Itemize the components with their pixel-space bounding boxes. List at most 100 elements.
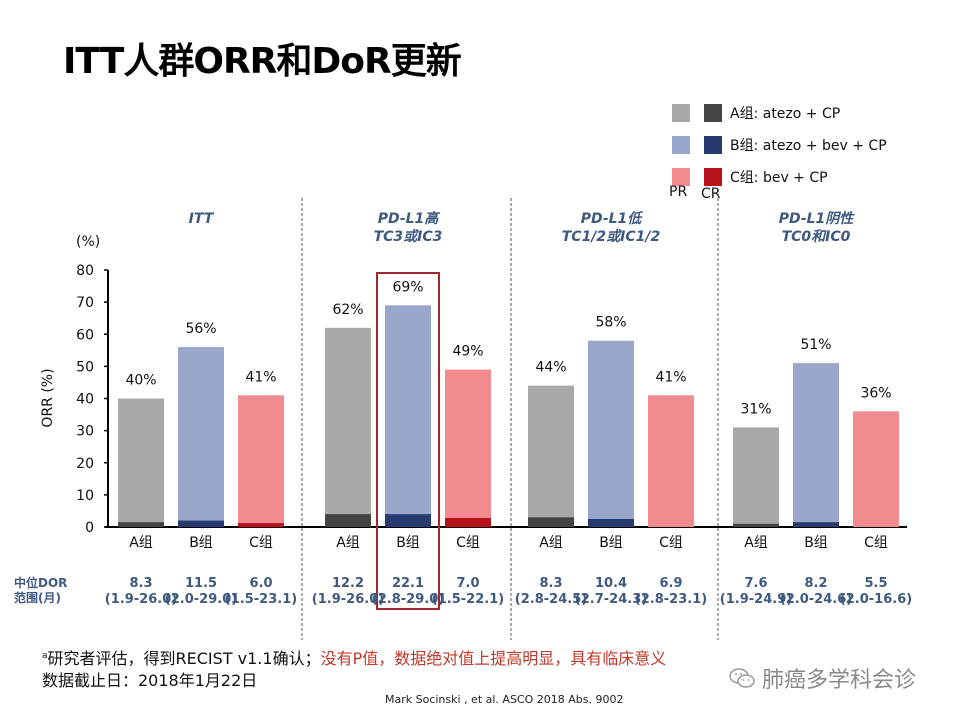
bar-cr <box>793 522 839 527</box>
dor-median: 7.6 <box>744 576 768 591</box>
group-title: PD-L1阴性 <box>779 210 856 227</box>
bar-cr <box>325 514 371 527</box>
dor-median: 8.3 <box>129 576 153 591</box>
y-tick-label: 20 <box>76 456 94 472</box>
bar-value-label: 36% <box>860 385 891 401</box>
dor-median: 10.4 <box>594 576 628 591</box>
dor-range: (2.7-24.3) <box>574 592 648 607</box>
legend-cr-label: CR <box>701 186 721 202</box>
dor-median: 6.0 <box>249 576 273 591</box>
dor-range: (2.8-29.0) <box>371 592 445 607</box>
dor-value: 11.5 (2.0-29.0) <box>156 576 246 608</box>
dor-median: 6.9 <box>659 576 683 591</box>
dor-range: (1.5-23.1) <box>224 592 298 607</box>
bar-value-label: 56% <box>185 321 216 337</box>
legend-swatch-cr-b <box>704 136 722 154</box>
dor-value: 8.2 (2.0-24.6) <box>771 576 861 608</box>
dor-range: (1.9-24.9) <box>719 592 793 607</box>
category-label: C组 <box>659 535 683 551</box>
category-label: C组 <box>864 535 888 551</box>
y-tick-label: 40 <box>76 392 94 408</box>
bar-pr <box>588 340 634 527</box>
bar-pr <box>445 369 491 527</box>
category-label: C组 <box>249 535 273 551</box>
footnote-marker: a <box>42 651 48 661</box>
bar-pr <box>528 385 574 527</box>
y-tick-label: 60 <box>76 327 94 343</box>
dor-median: 22.1 <box>391 576 425 591</box>
category-label: A组 <box>744 535 768 551</box>
category-label: A组 <box>539 535 563 551</box>
bar-cr <box>733 523 779 527</box>
y-unit-label: (%) <box>76 234 100 250</box>
bar-value-label: 69% <box>392 279 423 295</box>
wechat-icon <box>729 668 755 688</box>
bar-pr <box>648 395 694 527</box>
group-title: TC3或IC3 <box>374 228 443 245</box>
dor-header-line1: 中位DOR <box>14 576 68 590</box>
category-label: B组 <box>396 535 420 551</box>
bar-value-label: 49% <box>452 344 483 360</box>
legend-swatch-cr-a <box>704 104 722 122</box>
category-label: A组 <box>336 535 360 551</box>
footnote-text: 研究者评估，得到RECIST v1.1确认； <box>47 649 321 668</box>
watermark-text: 肺癌多学科会诊 <box>762 668 917 693</box>
dor-median: 8.3 <box>539 576 563 591</box>
dor-range: (1.5-22.1) <box>431 592 505 607</box>
category-label: A组 <box>129 535 153 551</box>
bar-pr <box>178 347 224 527</box>
dor-header-line2: 范围(月) <box>14 591 61 605</box>
dor-value: 5.5 (2.0-16.6) <box>831 576 921 608</box>
dor-value: 6.9 (2.8-23.1) <box>626 576 716 608</box>
dor-value: 22.1 (2.8-29.0) <box>363 576 453 608</box>
bar-pr <box>385 305 431 527</box>
legend-swatch-cr-c <box>704 168 722 186</box>
group-title: TC1/2或IC1/2 <box>562 228 661 245</box>
legend-label: C组: bev + CP <box>730 170 828 186</box>
bar-value-label: 40% <box>125 373 156 389</box>
bar-cr <box>178 520 224 527</box>
dor-value: 7.6 (1.9-24.9) <box>711 576 801 608</box>
bar-cr <box>588 518 634 527</box>
bar-value-label: 58% <box>595 315 626 331</box>
legend-swatch-pr-a <box>672 104 690 122</box>
y-axis-title: ORR (%) <box>40 368 56 427</box>
y-tick-label: 10 <box>76 488 94 504</box>
dor-range: (1.9-26.0) <box>311 592 385 607</box>
bar-pr <box>853 411 899 527</box>
bar-pr <box>793 363 839 527</box>
legend-label: B组: atezo + bev + CP <box>730 138 887 154</box>
category-label: B组 <box>599 535 623 551</box>
y-tick-label: 0 <box>85 520 94 536</box>
bar-cr <box>118 522 164 527</box>
dor-median: 5.5 <box>864 576 888 591</box>
dor-range: (2.8-24.5) <box>514 592 588 607</box>
dor-median: 11.5 <box>184 576 218 591</box>
bar-value-label: 44% <box>535 360 566 376</box>
bar-cr <box>238 523 284 527</box>
legend-pr-label: PR <box>669 184 688 200</box>
dor-value: 10.4 (2.7-24.3) <box>566 576 656 608</box>
dor-range: (2.8-23.1) <box>634 592 708 607</box>
bar-cr <box>445 518 491 527</box>
category-label: B组 <box>804 535 828 551</box>
category-label: B组 <box>189 535 213 551</box>
bar-cr <box>385 514 431 527</box>
page-title: ITT人群ORR和DoR更新 <box>63 41 462 82</box>
dor-value: 12.2 (1.9-26.0) <box>303 576 393 608</box>
y-tick-label: 30 <box>76 424 94 440</box>
category-label: C组 <box>456 535 480 551</box>
footnote: a研究者评估，得到RECIST v1.1确认；没有P值，数据绝对值上提高明显，具… <box>42 645 666 669</box>
bar-pr <box>325 327 371 527</box>
group-title: PD-L1低 <box>581 210 644 227</box>
group-title: PD-L1高 <box>378 210 442 227</box>
dor-range: (2.0-24.6) <box>779 592 853 607</box>
highlight-box <box>376 272 440 610</box>
citation: Mark Socinski , et al. ASCO 2018 Abs. 90… <box>385 693 624 706</box>
dor-value: 8.3 (2.8-24.5) <box>506 576 596 608</box>
y-tick-label: 80 <box>76 263 94 279</box>
bar-pr <box>118 398 164 527</box>
dor-range: (1.9-26.0) <box>104 592 178 607</box>
group-title: ITT <box>189 211 215 227</box>
dor-range: (2.0-29.0) <box>164 592 238 607</box>
